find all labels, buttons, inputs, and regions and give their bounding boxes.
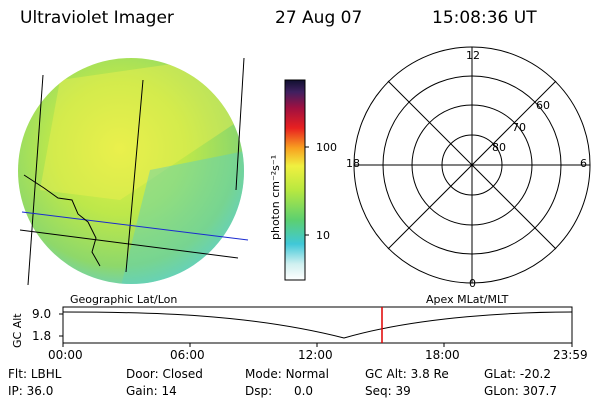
info-ip: IP: 36.0	[8, 384, 54, 398]
time-label: 15:08:36 UT	[432, 8, 537, 28]
orbit-xtick-3: 18:00	[425, 348, 460, 362]
orbit-ylabel: GC Alt	[11, 313, 24, 348]
info-mode: Mode: Normal	[245, 367, 329, 381]
mlt-label-18: 18	[346, 157, 360, 170]
orbit-ytick-high: 9.0	[32, 307, 52, 321]
mlt-label-6: 6	[580, 157, 587, 170]
orbit-xtick-2: 12:00	[298, 348, 333, 362]
info-door: Door: Closed	[126, 367, 203, 381]
info-seq: Seq: 39	[365, 384, 411, 398]
orbit-xtick-1: 06:00	[170, 348, 205, 362]
geographic-label: Geographic Lat/Lon	[70, 293, 178, 306]
colorbar-tick-100: 100	[316, 141, 337, 154]
orbit-xtick-4: 23:59	[553, 348, 588, 362]
info-dsp: Dsp: 0.0	[245, 384, 314, 398]
mlat-label-60: 60	[536, 99, 550, 112]
mlt-label-12: 12	[466, 49, 480, 62]
colorbar-tick-10: 10	[316, 229, 330, 242]
colorbar	[284, 79, 306, 281]
colorbar-unit-label: photon cm⁻²s⁻¹	[269, 154, 282, 240]
info-glon: GLon: 307.7	[484, 384, 557, 398]
mlat-label-70: 70	[512, 121, 526, 134]
orbit-plot	[59, 306, 573, 347]
info-gc-alt: GC Alt: 3.8 Re	[365, 367, 449, 381]
instrument-title: Ultraviolet Imager	[20, 8, 174, 28]
mlat-label-80: 80	[492, 141, 506, 154]
orbit-ytick-low: 1.8	[32, 329, 52, 343]
colorbar-ticks	[305, 146, 309, 236]
info-flt: Flt: LBHL	[8, 367, 62, 381]
polar-grid	[353, 46, 591, 284]
mlt-label-0: 0	[469, 277, 476, 290]
apex-label: Apex MLat/MLT	[426, 293, 509, 306]
date-label: 27 Aug 07	[275, 8, 363, 28]
info-gain: Gain: 14	[126, 384, 177, 398]
earth-image	[18, 57, 249, 286]
info-glat: GLat: -20.2	[484, 367, 551, 381]
orbit-xtick-0: 00:00	[48, 348, 83, 362]
